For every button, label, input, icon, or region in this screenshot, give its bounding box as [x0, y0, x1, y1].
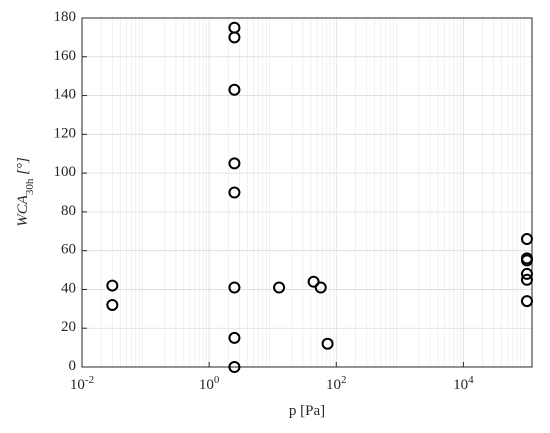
y-tick-label: 40 — [61, 281, 76, 297]
marker — [273, 281, 286, 294]
marker — [321, 337, 334, 350]
marker — [314, 281, 327, 294]
y-tick-label: 100 — [54, 165, 77, 181]
y-tick-label: 60 — [61, 242, 76, 258]
marker — [307, 275, 320, 288]
marker — [520, 267, 533, 280]
y-tick-label: 80 — [61, 203, 76, 219]
y-tick-label: 140 — [54, 87, 77, 103]
x-axis-label: p [Pa] — [289, 403, 325, 419]
y-axis-label: WCA30h [°] — [15, 157, 35, 227]
marker — [520, 254, 533, 267]
marker — [228, 186, 241, 199]
marker — [106, 298, 119, 311]
y-tick-label: 180 — [54, 9, 77, 25]
marker — [228, 361, 241, 373]
marker — [520, 233, 533, 246]
y-tick-label: 160 — [54, 48, 77, 64]
y-tick-label: 20 — [61, 320, 76, 336]
marker — [228, 31, 241, 44]
x-tick-label: 100 — [199, 374, 220, 394]
x-tick-label: 10-2 — [70, 374, 94, 394]
marker — [228, 157, 241, 170]
marker — [228, 21, 241, 34]
y-tick-label: 0 — [69, 358, 77, 374]
x-tick-label: 102 — [326, 374, 347, 394]
marker — [228, 281, 241, 294]
axes-box — [81, 17, 533, 368]
marker — [520, 295, 533, 308]
marker — [106, 279, 119, 292]
x-tick-label: 104 — [453, 374, 474, 394]
marker — [228, 331, 241, 344]
y-tick-label: 120 — [54, 126, 77, 142]
marker — [228, 83, 241, 96]
marker — [520, 273, 533, 286]
